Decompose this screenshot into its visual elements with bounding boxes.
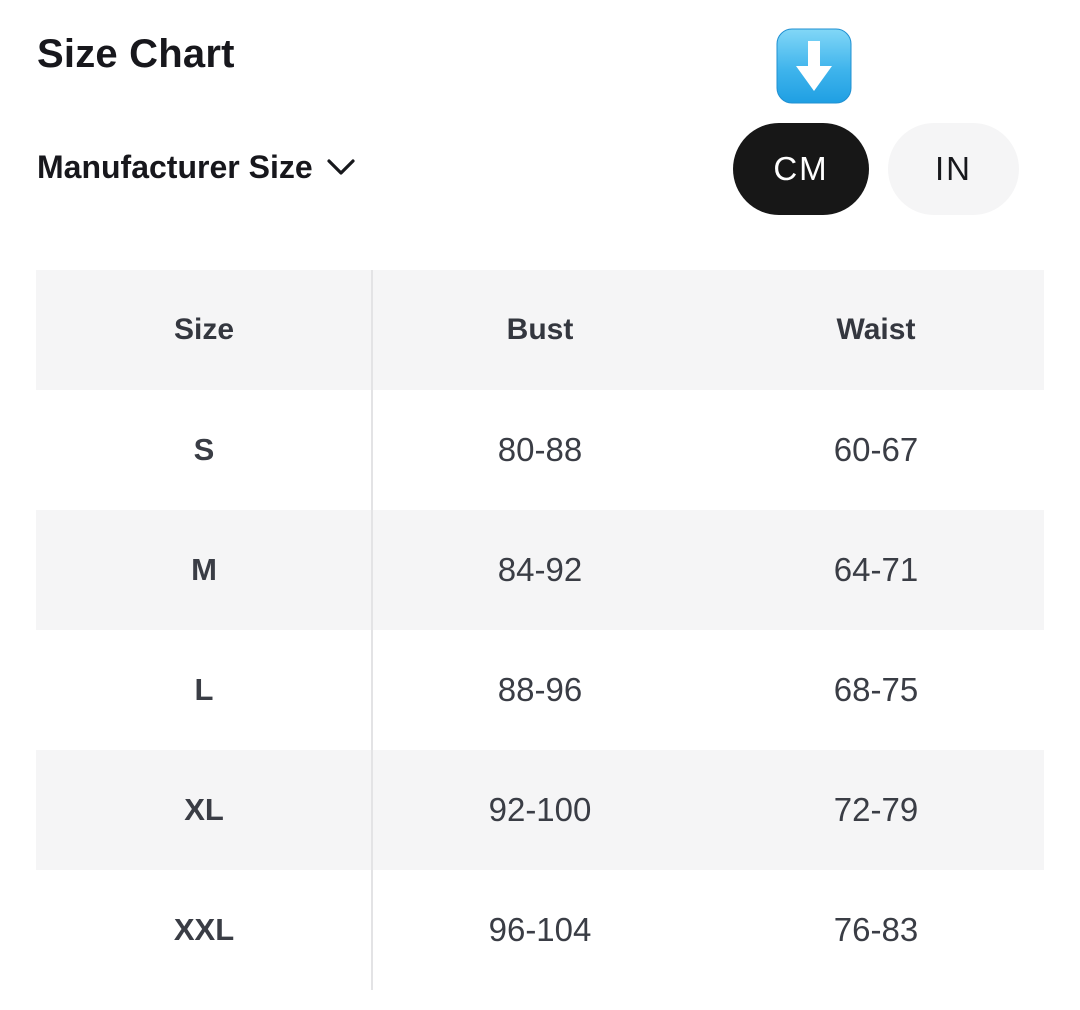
bust-cell: 92-100: [488, 791, 592, 828]
size-cell: XL: [184, 792, 224, 827]
unit-toggle-in[interactable]: IN: [888, 123, 1019, 215]
bust-cell: 80-88: [497, 431, 583, 468]
table-row: XL 92-100 72-79: [36, 750, 1044, 870]
size-cell: L: [194, 672, 214, 707]
waist-cell: 64-71: [833, 551, 919, 588]
table-header-row: Size Bust Waist: [36, 270, 1044, 390]
column-header-waist: Waist: [836, 313, 916, 346]
table-row: S 80-88 60-67: [36, 390, 1044, 510]
waist-cell: 76-83: [833, 911, 919, 948]
table-row: L 88-96 68-75: [36, 630, 1044, 750]
size-cell: S: [193, 432, 215, 467]
size-cell: M: [191, 552, 217, 587]
table-row: M 84-92 64-71: [36, 510, 1044, 630]
column-divider: [371, 270, 373, 990]
bust-cell: 96-104: [488, 911, 592, 948]
page-title: Size Chart: [37, 32, 235, 76]
unit-toggle-cm[interactable]: CM: [733, 123, 869, 215]
bust-cell: 88-96: [497, 671, 583, 708]
waist-cell: 68-75: [833, 671, 919, 708]
column-header-bust: Bust: [506, 313, 574, 346]
size-table: Size Bust Waist S 80-88 60-67 M 84-92 64…: [36, 270, 1044, 990]
size-cell: XXL: [173, 912, 235, 947]
column-header-size: Size: [173, 313, 235, 346]
chevron-down-icon: [327, 158, 355, 181]
table-row: XXL 96-104 76-83: [36, 870, 1044, 990]
download-button[interactable]: [776, 28, 852, 104]
manufacturer-size-dropdown[interactable]: Manufacturer Size: [37, 149, 355, 186]
waist-cell: 72-79: [833, 791, 919, 828]
bust-cell: 84-92: [497, 551, 583, 588]
download-icon: [776, 28, 852, 104]
waist-cell: 60-67: [833, 431, 919, 468]
manufacturer-size-label: Manufacturer Size: [37, 149, 313, 185]
